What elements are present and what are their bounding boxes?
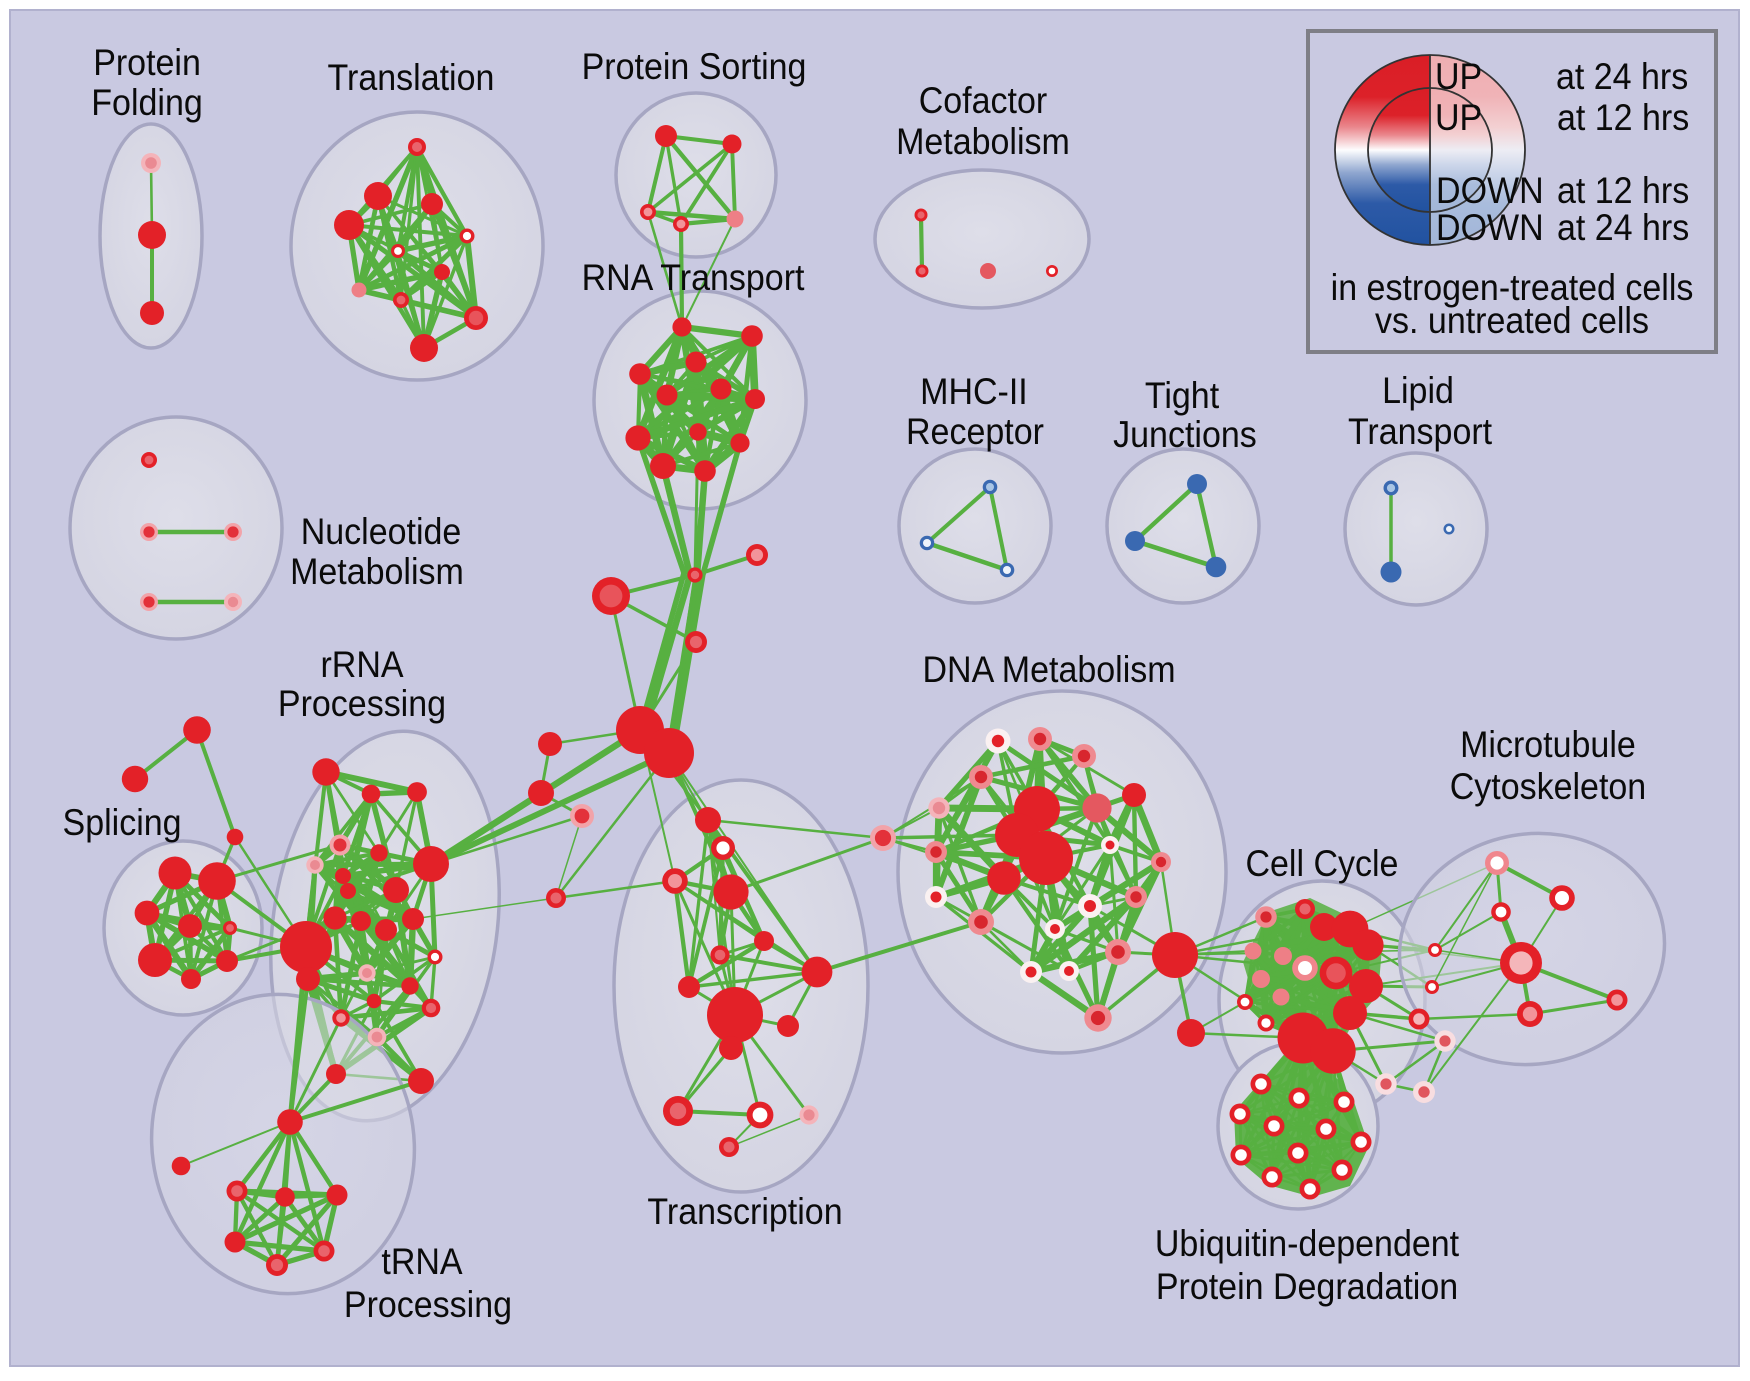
svg-text:in estrogen-treated cells: in estrogen-treated cells [1331,267,1694,309]
svg-text:Cytoskeleton: Cytoskeleton [1450,766,1646,808]
svg-text:DNA Metabolism: DNA Metabolism [922,649,1175,691]
svg-text:Metabolism: Metabolism [290,551,464,593]
svg-text:Receptor: Receptor [906,411,1044,453]
svg-text:tRNA: tRNA [381,1241,462,1283]
svg-text:RNA Transport: RNA Transport [582,257,805,299]
svg-text:Cell Cycle: Cell Cycle [1245,843,1398,885]
svg-text:Splicing: Splicing [63,802,182,844]
svg-text:Protein: Protein [93,42,201,84]
svg-text:Protein Degradation: Protein Degradation [1156,1266,1458,1308]
svg-text:at 12 hrs: at 12 hrs [1557,170,1689,212]
svg-text:Translation: Translation [328,57,495,99]
svg-text:MHC-II: MHC-II [920,371,1028,413]
svg-text:Transport: Transport [1348,411,1492,453]
svg-text:at 24 hrs: at 24 hrs [1556,56,1688,98]
svg-text:Processing: Processing [344,1284,512,1326]
svg-text:UP: UP [1435,56,1482,98]
svg-text:Ubiquitin-dependent: Ubiquitin-dependent [1155,1223,1459,1265]
svg-text:rRNA: rRNA [320,644,403,686]
svg-text:Microtubule: Microtubule [1460,724,1636,766]
svg-text:Metabolism: Metabolism [896,121,1070,163]
svg-text:UP: UP [1435,97,1482,139]
svg-text:Transcription: Transcription [647,1191,842,1233]
svg-text:Tight: Tight [1145,375,1219,417]
svg-text:Folding: Folding [91,82,202,124]
svg-text:Protein Sorting: Protein Sorting [582,46,807,88]
svg-text:at 12 hrs: at 12 hrs [1557,97,1689,139]
svg-text:Nucleotide: Nucleotide [301,511,462,553]
svg-text:at 24 hrs: at 24 hrs [1557,207,1689,249]
svg-text:DOWN: DOWN [1436,207,1544,249]
svg-text:Lipid: Lipid [1382,370,1454,412]
svg-text:Cofactor: Cofactor [919,80,1048,122]
svg-text:vs. untreated cells: vs. untreated cells [1375,300,1649,342]
svg-text:Junctions: Junctions [1113,414,1257,456]
svg-text:Processing: Processing [278,683,446,725]
svg-text:DOWN: DOWN [1436,170,1544,212]
